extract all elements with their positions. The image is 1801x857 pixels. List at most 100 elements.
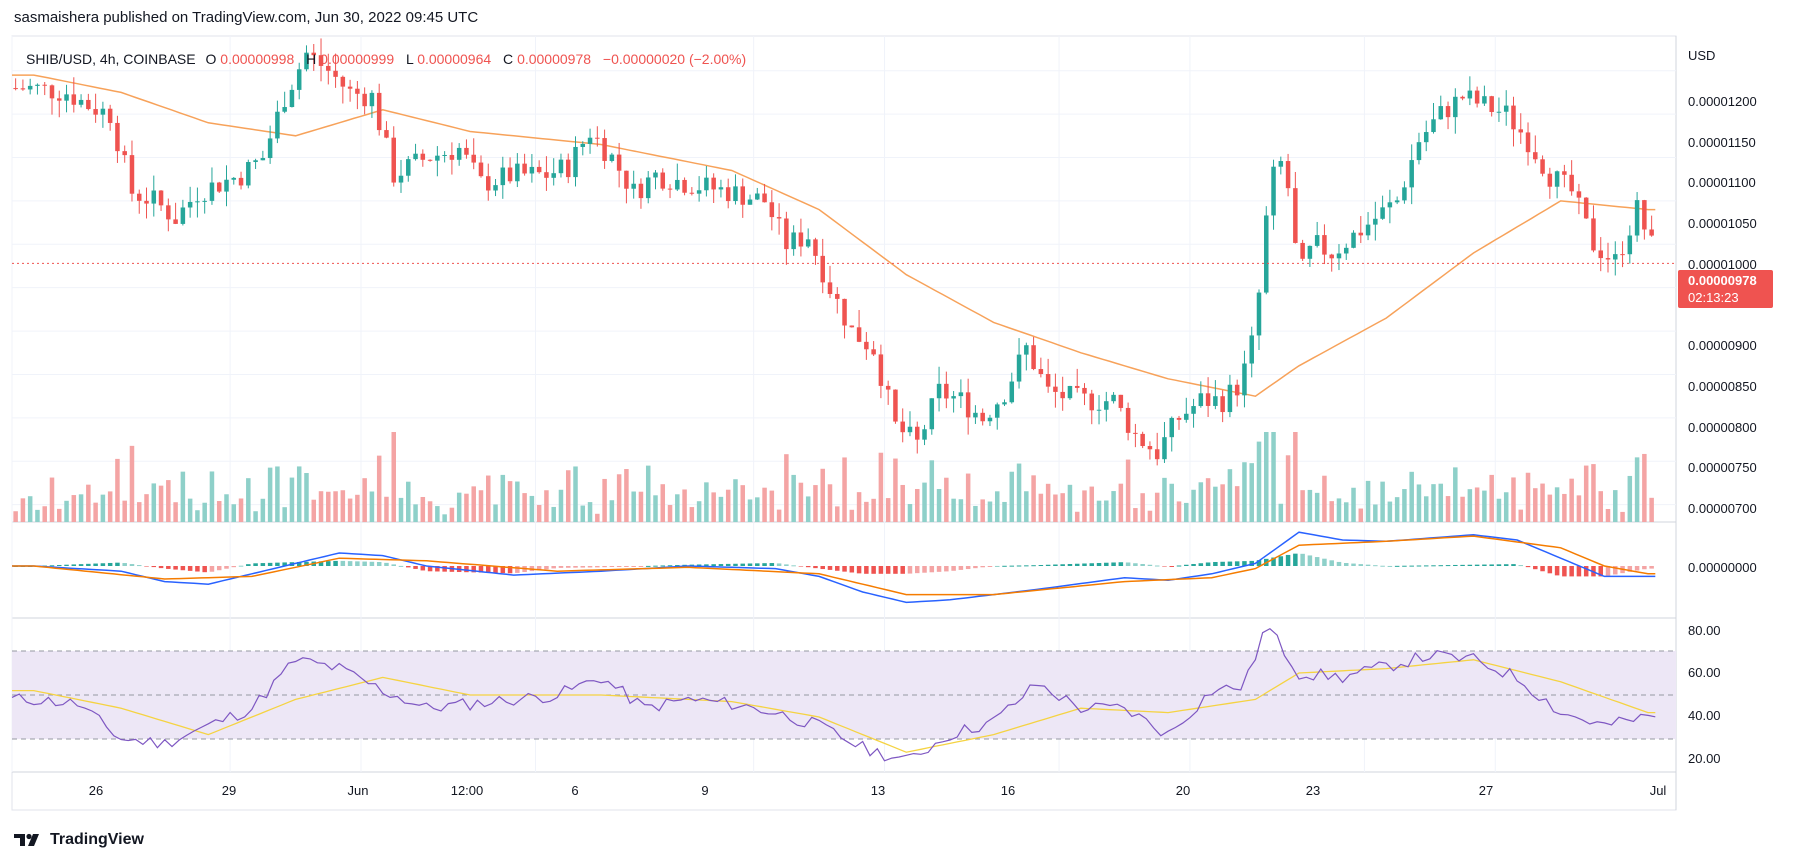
macd-histogram-bar (78, 564, 84, 566)
rsi-axis-label: 20.00 (1688, 751, 1721, 766)
macd-histogram-bar (158, 566, 164, 569)
candle-body (827, 282, 833, 294)
volume-bar (965, 473, 971, 522)
macd-histogram-bar (1147, 564, 1153, 566)
candle-body (1205, 393, 1211, 406)
volume-bar (558, 489, 564, 522)
price-axis-label: 0.00001050 (1688, 216, 1757, 231)
candle-body (1591, 218, 1596, 251)
volume-bar (1562, 493, 1567, 522)
macd-histogram-bar (1547, 566, 1553, 574)
candle-body (1314, 235, 1320, 246)
legend-c-label: C (503, 51, 513, 67)
volume-bar (1518, 509, 1524, 522)
volume-bar (944, 477, 949, 522)
volume-bar (1365, 480, 1371, 522)
volume-bar (1184, 502, 1189, 522)
macd-histogram-bar (667, 565, 673, 567)
volume-bar (631, 491, 636, 522)
candle-body (689, 192, 695, 194)
candle-body (1511, 105, 1516, 130)
candle-body (376, 92, 382, 131)
candle-body (936, 383, 942, 399)
macd-histogram-bar (733, 563, 738, 566)
volume-bar (1503, 492, 1509, 522)
time-axis-label: 26 (89, 783, 103, 798)
volume-bar (587, 502, 593, 522)
candle-body (296, 69, 302, 90)
volume-bar (871, 498, 876, 522)
macd-histogram-bar (1307, 555, 1313, 566)
volume-bar (1285, 455, 1291, 522)
candle-body (624, 170, 629, 189)
volume-bar (1111, 491, 1116, 522)
candle-body (675, 179, 680, 190)
macd-histogram-bar (1474, 564, 1480, 566)
price-axis-label: 0.00000900 (1688, 338, 1757, 353)
candle-body (536, 166, 542, 173)
macd-histogram-bar (922, 566, 927, 573)
candle-body (864, 341, 869, 350)
volume-bar (1358, 508, 1364, 522)
candle-body (1118, 394, 1124, 408)
macd-histogram-bar (1285, 554, 1291, 566)
volume-bar (493, 504, 498, 522)
macd-histogram-bar (384, 562, 389, 566)
candle-body (980, 412, 985, 422)
volume-bar (1256, 441, 1262, 522)
macd-histogram-bar (565, 566, 571, 568)
candle-body (1423, 132, 1429, 143)
rsi-lines (11, 627, 1656, 762)
volume-bar (1293, 432, 1298, 522)
macd-histogram-bar (369, 561, 375, 566)
macd-histogram-bar (1525, 566, 1531, 568)
volume-bar (1489, 474, 1494, 522)
candle-body (202, 200, 207, 202)
macd-histogram-bar (398, 565, 404, 567)
macd-histogram-bar (762, 563, 767, 566)
candle-body (1147, 446, 1153, 450)
volume-bar (391, 432, 396, 522)
macd-histogram-bar (1445, 565, 1451, 567)
volume-bar (1394, 497, 1400, 522)
candle-body (420, 153, 426, 160)
volume-bar (602, 478, 607, 522)
macd-histogram-bar (122, 563, 127, 566)
macd-lines (12, 531, 1656, 604)
macd-histogram-bar (914, 566, 920, 574)
volume-bar (1467, 489, 1473, 522)
candle-body (573, 146, 578, 178)
macd-histogram-bar (202, 566, 207, 573)
volume-bar (406, 481, 411, 522)
time-axis[interactable]: 26 29 Jun 12:00 6 9 13 16 20 23 27 Jul (89, 783, 1667, 798)
macd-histogram-bar (282, 562, 287, 566)
candle-body (1460, 96, 1465, 99)
volume-bar (1133, 508, 1138, 522)
volume-bar (994, 491, 1000, 522)
candle-body (144, 200, 149, 204)
volume-bar (515, 481, 520, 522)
last-price-value: 0.00000978 (1688, 273, 1757, 288)
volume-bar (1278, 503, 1284, 522)
candle-body (20, 88, 26, 90)
candle-body (180, 207, 186, 224)
candle-body (944, 383, 949, 399)
candle-body (35, 84, 40, 86)
macd-histogram-bar (645, 565, 651, 567)
macd-histogram-bar (1293, 553, 1298, 566)
volume-bar (129, 445, 135, 522)
macd-histogram-bar (936, 566, 942, 572)
macd-histogram-bar (798, 566, 804, 567)
volume-bar (529, 495, 535, 522)
macd-histogram-bar (1089, 563, 1095, 566)
time-axis-label: 29 (222, 783, 236, 798)
price-axis[interactable]: USD 0.00001200 0.00001150 0.00001100 0.0… (1688, 48, 1757, 516)
macd-histogram-bar (1074, 563, 1080, 566)
candle-body (1373, 218, 1378, 225)
volume-bar (180, 471, 186, 522)
candle-body (478, 162, 484, 177)
macd-histogram-bar (1118, 562, 1124, 566)
volume-bar (1242, 462, 1247, 522)
volume-bar (464, 493, 469, 522)
